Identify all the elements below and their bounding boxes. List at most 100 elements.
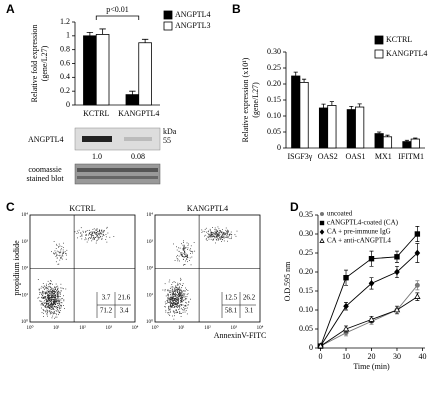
- flow-dot: [220, 238, 222, 240]
- flow-dot: [179, 247, 181, 249]
- flow-dot: [174, 312, 175, 314]
- significance-bracket: [95, 15, 140, 20]
- flow-dot: [222, 235, 224, 237]
- error-bar: [99, 28, 106, 35]
- flow-dot: [99, 237, 100, 239]
- y-axis-title: Relative expression (x10¹): [241, 57, 250, 142]
- flow-dot: [51, 295, 53, 297]
- flow-dot: [225, 234, 227, 235]
- flow-dot: [53, 310, 55, 312]
- flow-dot: [171, 297, 173, 299]
- flow-dot: [46, 287, 48, 289]
- flow-dot: [181, 290, 183, 292]
- flow-dot: [49, 300, 50, 302]
- y-tick-label: 0.6: [60, 58, 70, 67]
- flow-dot: [221, 241, 222, 242]
- x-tick-label: ISGF3γ: [287, 152, 312, 161]
- flow-dot: [58, 263, 60, 265]
- flow-dot: [58, 243, 60, 245]
- flow-dot: [183, 264, 185, 265]
- flow-dot: [37, 297, 39, 299]
- x-tick-label: KANGPTL4: [118, 109, 159, 118]
- flow-dot: [174, 307, 176, 308]
- flow-dot: [169, 300, 171, 301]
- error-bar: [293, 71, 298, 76]
- flow-dot: [80, 232, 81, 234]
- flow-dot: [180, 297, 182, 298]
- flow-dot: [93, 237, 95, 239]
- series-line: [320, 252, 418, 347]
- y-tick-label: 1: [66, 31, 70, 40]
- flow-dot: [178, 309, 180, 311]
- flow-dot: [167, 295, 169, 297]
- flow-dot: [38, 296, 40, 298]
- flow-dot: [60, 292, 61, 294]
- flow-dot: [221, 232, 222, 234]
- flow-dot: [180, 312, 181, 314]
- flow-dot: [216, 234, 218, 236]
- flow-dot: [91, 235, 93, 236]
- flow-dot: [205, 238, 207, 240]
- legend-label: CA + pre-immune IgG: [327, 228, 391, 236]
- marker: [368, 255, 375, 262]
- flow-dot: [50, 306, 52, 307]
- flow-dot: [91, 233, 93, 235]
- flow-dot: [177, 258, 179, 260]
- flow-dot: [184, 256, 185, 258]
- flow-dot: [52, 291, 54, 293]
- flow-dot: [178, 301, 180, 303]
- flow-dot: [219, 232, 221, 234]
- flow-dot: [184, 246, 186, 248]
- flow-dot: [44, 293, 46, 294]
- flow-dot: [54, 295, 56, 297]
- flow-dot: [49, 293, 51, 295]
- flow-dot: [235, 235, 237, 237]
- flow-dot: [55, 306, 57, 308]
- x-tick-label: 20: [368, 352, 376, 361]
- flow-dot: [51, 290, 52, 292]
- flow-dot: [59, 259, 61, 261]
- blot: [74, 163, 161, 185]
- flow-dot: [40, 300, 42, 302]
- flow-dot: [46, 303, 48, 305]
- flow-dot: [45, 305, 47, 307]
- flow-dot: [219, 237, 220, 238]
- y-tick-label: 0.15: [267, 95, 281, 104]
- flow-dot: [94, 238, 95, 240]
- flow-dot: [183, 256, 185, 258]
- y-tick-label: 0.30: [299, 229, 313, 238]
- flow-dot: [185, 260, 186, 262]
- flow-dot: [43, 304, 45, 306]
- flow-dot: [191, 256, 193, 258]
- flow-dot: [170, 298, 172, 300]
- flow-dot: [170, 311, 171, 313]
- flow-dot: [170, 307, 172, 308]
- y-tick-label: 10²: [22, 266, 29, 272]
- flow-dot: [41, 303, 43, 305]
- flow-dot: [57, 285, 59, 287]
- flow-dot: [177, 298, 179, 300]
- flow-dot: [99, 229, 101, 231]
- flow-dot: [48, 308, 50, 309]
- flow-dot: [50, 311, 52, 313]
- flow-dot: [45, 307, 47, 309]
- flow-dot: [57, 289, 58, 291]
- marker: [414, 249, 421, 257]
- flow-dot: [48, 284, 50, 286]
- flow-dot: [171, 305, 172, 307]
- flow-dot: [210, 231, 212, 233]
- flow-dot: [170, 306, 172, 307]
- flow-dot: [188, 301, 190, 303]
- flow-dot: [60, 257, 61, 259]
- flow-dot: [59, 255, 61, 257]
- flow-dot: [212, 232, 213, 234]
- flow-dot: [176, 301, 178, 303]
- flow-dot: [53, 252, 55, 254]
- flow-dot: [178, 293, 180, 295]
- flow-dot: [192, 250, 194, 252]
- flow-dot: [98, 238, 100, 240]
- flow-dot: [53, 296, 54, 297]
- flow-dot: [47, 312, 48, 313]
- flow-dot: [50, 295, 52, 297]
- flow-dot: [47, 315, 48, 317]
